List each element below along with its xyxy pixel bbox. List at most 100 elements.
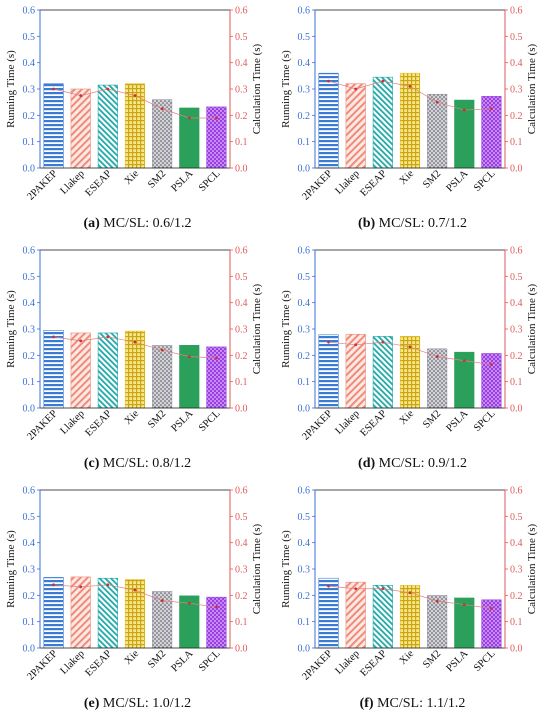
calculation-time-point <box>215 116 218 120</box>
y2-tick-label: 0.6 <box>235 486 248 497</box>
y-tick-label: 0.1 <box>23 377 36 388</box>
y-axis-title: Running Time (s) <box>280 290 292 368</box>
subfigure-caption: (a) MC/SL: 0.6/1.2 <box>0 216 275 232</box>
calculation-time-point <box>79 585 83 589</box>
y-tick-label: 0.3 <box>23 565 36 576</box>
y-tick-label: 0.2 <box>23 111 36 122</box>
y-tick-label: 0.4 <box>23 298 36 309</box>
y-axis-title: Running Time (s) <box>5 290 17 368</box>
running-time-bar <box>97 577 118 649</box>
caption-text: MC/SL: 1.1/1.2 <box>373 696 466 711</box>
caption-label: (a) <box>83 216 100 231</box>
chart-svg: 0.0 0.0 0.1 0.1 0.2 0.2 0.3 0.3 0.4 0.4 0.5 0.5 0.6 0… <box>5 486 263 683</box>
x-tick-label: Llakep <box>333 408 361 436</box>
y2-tick-label: 0.4 <box>235 58 248 69</box>
x-tick-label: ESEAP <box>84 168 115 199</box>
y2-tick-label: 0.0 <box>235 164 248 175</box>
y2-tick-label: 0.1 <box>510 377 523 388</box>
subfigure-caption: (f) MC/SL: 1.1/1.2 <box>275 696 550 712</box>
y2-tick-label: 0.2 <box>235 591 248 602</box>
calculation-time-point <box>79 94 83 97</box>
y2-axis-title: Calculation Time (s) <box>526 283 538 374</box>
x-tick-label: SM2 <box>421 648 443 670</box>
x-tick-label: Llakep <box>58 168 86 196</box>
y2-tick-label: 0.6 <box>235 6 248 17</box>
y-tick-label: 0.1 <box>298 617 311 628</box>
x-tick-label: SPCL <box>472 408 498 434</box>
x-tick-label: Llakep <box>333 648 361 676</box>
running-time-bar <box>345 581 366 649</box>
caption-label: (d) <box>358 456 376 471</box>
x-tick-label: SM2 <box>146 408 168 430</box>
calculation-time-point <box>354 587 358 591</box>
running-time-bar <box>481 353 502 409</box>
y-tick-label: 0.0 <box>23 644 36 655</box>
x-tick-label: Xie <box>123 648 142 667</box>
y-tick-label: 0.1 <box>298 377 311 388</box>
x-tick-label: SPCL <box>472 168 498 194</box>
y-tick-label: 0.1 <box>23 137 36 148</box>
y2-tick-label: 0.0 <box>510 404 523 415</box>
x-tick-label: SM2 <box>146 648 168 670</box>
x-tick-label: PSLA <box>444 168 470 194</box>
y2-tick-label: 0.0 <box>510 644 523 655</box>
calculation-time-point <box>160 107 164 111</box>
y-tick-label: 0.6 <box>298 486 311 497</box>
y-axis-title: Running Time (s) <box>280 50 292 128</box>
calculation-time-point <box>79 339 83 343</box>
y2-tick-label: 0.0 <box>235 404 248 415</box>
running-time-bar <box>206 346 227 409</box>
calculation-time-point <box>408 84 412 88</box>
y2-tick-label: 0.1 <box>510 137 523 148</box>
calculation-time-point <box>490 107 493 111</box>
x-tick-label: SM2 <box>421 168 443 190</box>
calculation-time-point <box>408 591 412 595</box>
y2-tick-label: 0.5 <box>510 272 523 283</box>
calculation-time-point <box>327 79 330 83</box>
x-tick-label: SPCL <box>472 648 498 674</box>
chart-panel: 0.0 0.0 0.1 0.1 0.2 0.2 0.3 0.3 0.4 0.4 0.5 0.5 0.6 0… <box>275 0 550 240</box>
calculation-time-point <box>381 340 385 344</box>
y2-tick-label: 0.2 <box>235 351 248 362</box>
calculation-time-point <box>106 583 110 587</box>
x-tick-label: SPCL <box>197 408 223 434</box>
calculation-time-point <box>435 355 439 359</box>
y-tick-label: 0.2 <box>298 111 311 122</box>
y2-axis-title: Calculation Time (s) <box>251 43 263 134</box>
calculation-time-point <box>133 340 137 344</box>
y-tick-label: 0.1 <box>23 617 36 628</box>
y2-tick-label: 0.2 <box>235 111 248 122</box>
y-axis-title: Running Time (s) <box>5 50 17 128</box>
x-tick-label: PSLA <box>444 648 470 674</box>
running-time-bar <box>43 83 64 169</box>
y-axis-title: Running Time (s) <box>280 530 292 608</box>
running-time-bar <box>70 88 91 169</box>
y-tick-label: 0.2 <box>298 351 311 362</box>
y2-tick-label: 0.0 <box>235 644 248 655</box>
x-tick-label: SPCL <box>197 648 223 674</box>
running-time-bar <box>481 96 502 169</box>
y-tick-label: 0.5 <box>298 512 311 523</box>
y-tick-label: 0.3 <box>298 325 311 336</box>
y2-tick-label: 0.1 <box>235 617 248 628</box>
y-tick-label: 0.5 <box>298 32 311 43</box>
running-time-bar <box>43 330 64 409</box>
x-tick-label: ESEAP <box>359 648 390 679</box>
calculation-time-point <box>133 588 137 592</box>
caption-text: MC/SL: 0.6/1.2 <box>99 216 192 231</box>
x-tick-label: PSLA <box>444 408 470 434</box>
running-time-bar <box>206 106 227 169</box>
calculation-time-point <box>408 345 412 349</box>
running-time-bar <box>318 334 339 409</box>
chart-panel: 0.0 0.0 0.1 0.1 0.2 0.2 0.3 0.3 0.4 0.4 0.5 0.5 0.6 0… <box>275 240 550 480</box>
x-tick-label: Llakep <box>58 648 86 676</box>
y2-axis-title: Calculation Time (s) <box>251 523 263 614</box>
x-tick-label: Llakep <box>333 168 361 196</box>
calculation-time-point <box>435 100 439 104</box>
y2-tick-label: 0.4 <box>510 58 523 69</box>
running-time-bar <box>427 595 448 649</box>
caption-text: MC/SL: 0.7/1.2 <box>375 216 467 231</box>
y2-tick-label: 0.1 <box>235 137 248 148</box>
chart-svg: 0.0 0.0 0.1 0.1 0.2 0.2 0.3 0.3 0.4 0.4 0.5 0.5 0.6 0… <box>280 246 538 443</box>
caption-text: MC/SL: 0.9/1.2 <box>375 456 467 471</box>
